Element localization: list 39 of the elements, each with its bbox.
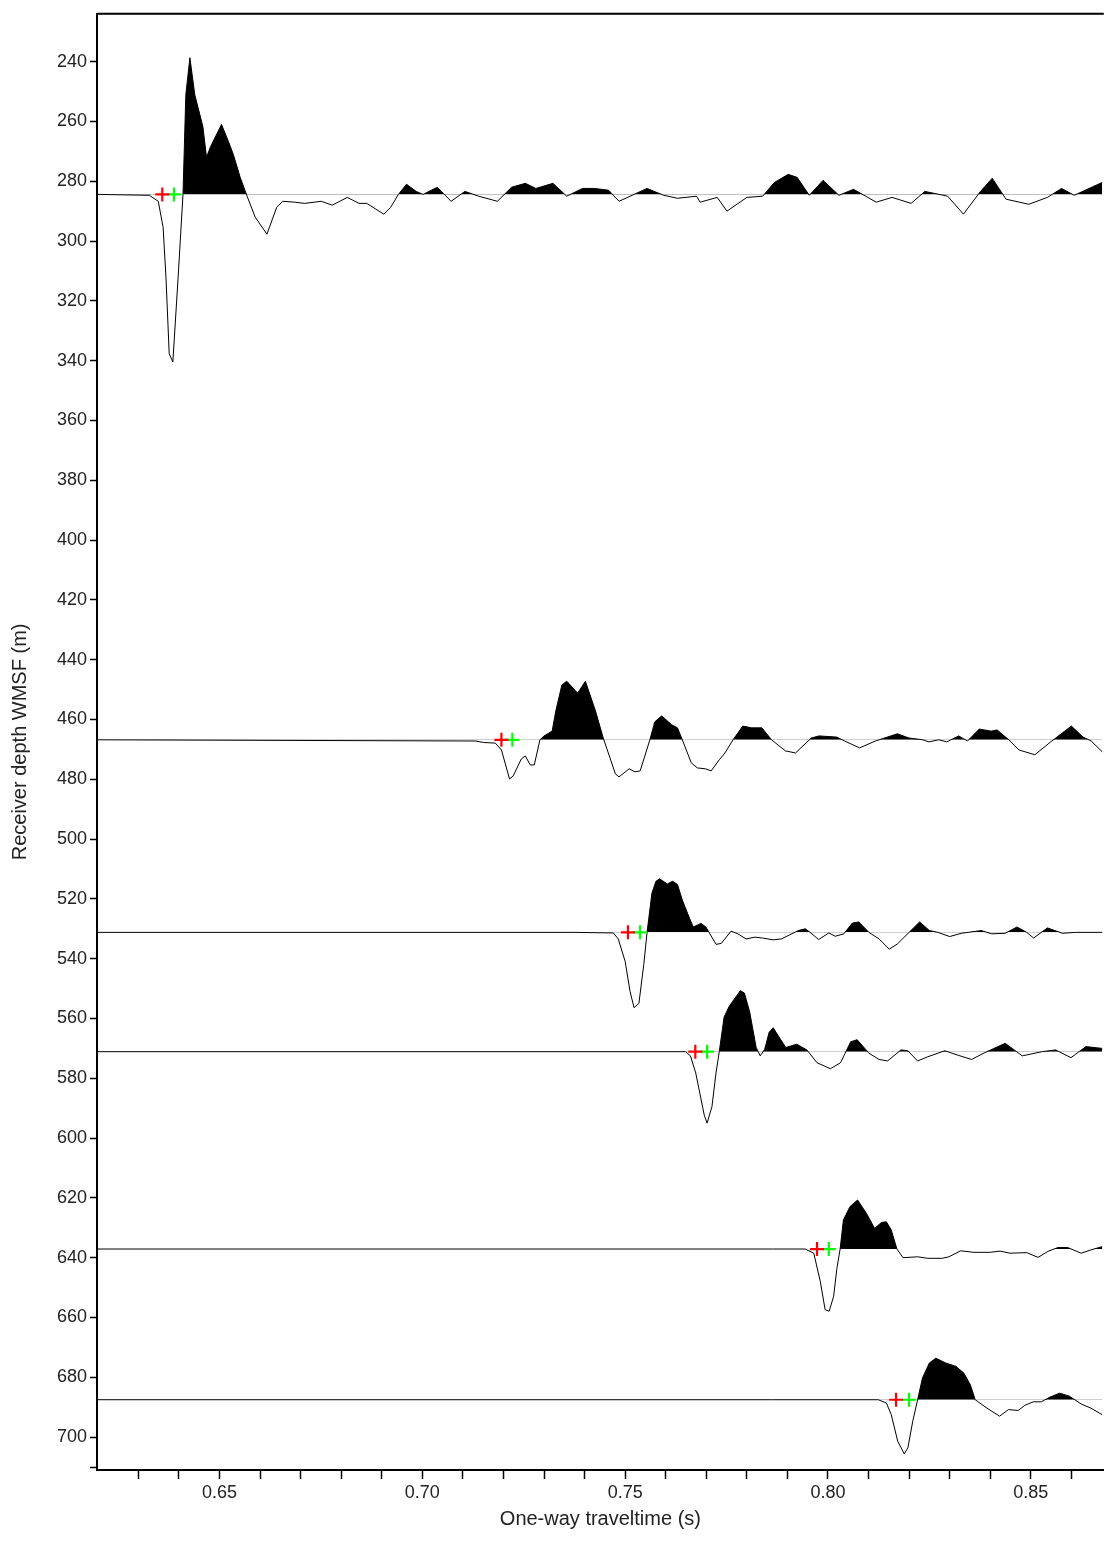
y-axis-title: Receiver depth WMSF (m) bbox=[7, 623, 30, 861]
y-tick-label: 300 bbox=[56, 230, 87, 251]
y-tick-label: 640 bbox=[56, 1246, 87, 1267]
y-tick-label: 260 bbox=[56, 110, 87, 131]
y-tick-label: 440 bbox=[56, 648, 87, 669]
y-tick-label: 400 bbox=[56, 529, 87, 550]
y-tick-label: 240 bbox=[56, 50, 87, 71]
point bbox=[808, 1240, 826, 1258]
y-tick-label: 700 bbox=[56, 1426, 87, 1447]
y-tick-label: 420 bbox=[56, 588, 87, 609]
y-tick-label: 600 bbox=[56, 1127, 87, 1148]
point bbox=[619, 924, 637, 941]
x-axis-title: One-way traveltime (s) bbox=[499, 1506, 701, 1529]
y-tick-label: 660 bbox=[56, 1306, 87, 1327]
x-tick-label: 0.75 bbox=[607, 1481, 643, 1502]
y-tick-label: 320 bbox=[56, 289, 87, 310]
y-tick-label: 360 bbox=[56, 409, 87, 430]
point bbox=[888, 1391, 905, 1408]
point bbox=[154, 186, 171, 203]
y-tick-label: 340 bbox=[56, 349, 87, 370]
point bbox=[493, 731, 510, 748]
x-tick-label: 0.80 bbox=[810, 1481, 846, 1502]
y-tick-label: 380 bbox=[56, 469, 87, 490]
x-tick-label: 0.65 bbox=[201, 1481, 238, 1502]
y-tick-label: 280 bbox=[56, 170, 87, 191]
y-tick-label: 460 bbox=[56, 708, 87, 729]
point bbox=[900, 1391, 918, 1408]
y-tick-label: 580 bbox=[56, 1067, 87, 1088]
point bbox=[632, 924, 649, 941]
x-tick-label: 0.70 bbox=[404, 1481, 440, 1502]
y-tick-label: 620 bbox=[56, 1186, 87, 1207]
y-tick-label: 540 bbox=[56, 947, 87, 968]
y-tick-label: 480 bbox=[56, 768, 87, 789]
y-tick-label: 520 bbox=[56, 887, 87, 908]
x-tick-label: 0.85 bbox=[1013, 1481, 1049, 1502]
point bbox=[687, 1043, 704, 1060]
y-tick-label: 560 bbox=[56, 1007, 87, 1028]
y-tick-label: 680 bbox=[56, 1366, 87, 1387]
y-tick-label: 500 bbox=[56, 828, 87, 849]
